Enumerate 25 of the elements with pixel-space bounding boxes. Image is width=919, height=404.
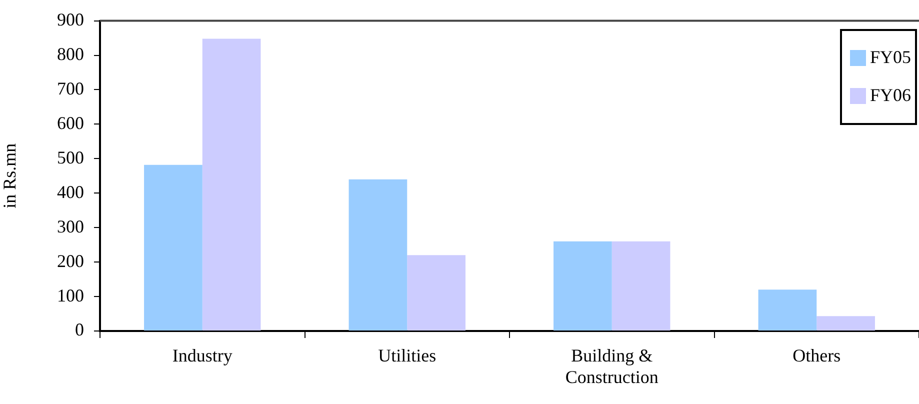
y-tick-label: 500: [57, 147, 84, 168]
bar: [144, 164, 202, 330]
y-tick-label: 200: [57, 250, 84, 271]
bar: [554, 241, 612, 330]
legend-label: FY05: [870, 47, 912, 68]
bar: [816, 316, 875, 330]
y-tick-label: 300: [57, 216, 84, 236]
bar: [407, 255, 466, 330]
y-tick-label: 100: [57, 285, 84, 306]
y-tick-label: 800: [57, 44, 84, 64]
x-tick-label: Utilities: [378, 346, 436, 366]
bar: [758, 290, 817, 330]
legend-label: FY06: [870, 85, 912, 106]
y-axis-title: in Rs.mn: [0, 143, 20, 208]
y-tick-label: 0: [75, 320, 84, 340]
y-tick-label: 700: [57, 78, 84, 98]
bar: [612, 241, 670, 330]
bar: [202, 38, 261, 330]
x-tick-label: Industry: [172, 346, 232, 366]
y-tick-label: 600: [57, 112, 84, 133]
y-tick-label: 400: [57, 182, 84, 202]
x-tick-label: Building & Construction: [565, 346, 658, 388]
y-tick-label: 900: [57, 10, 84, 30]
bar: [348, 179, 408, 330]
x-tick-label: Others: [792, 346, 841, 366]
